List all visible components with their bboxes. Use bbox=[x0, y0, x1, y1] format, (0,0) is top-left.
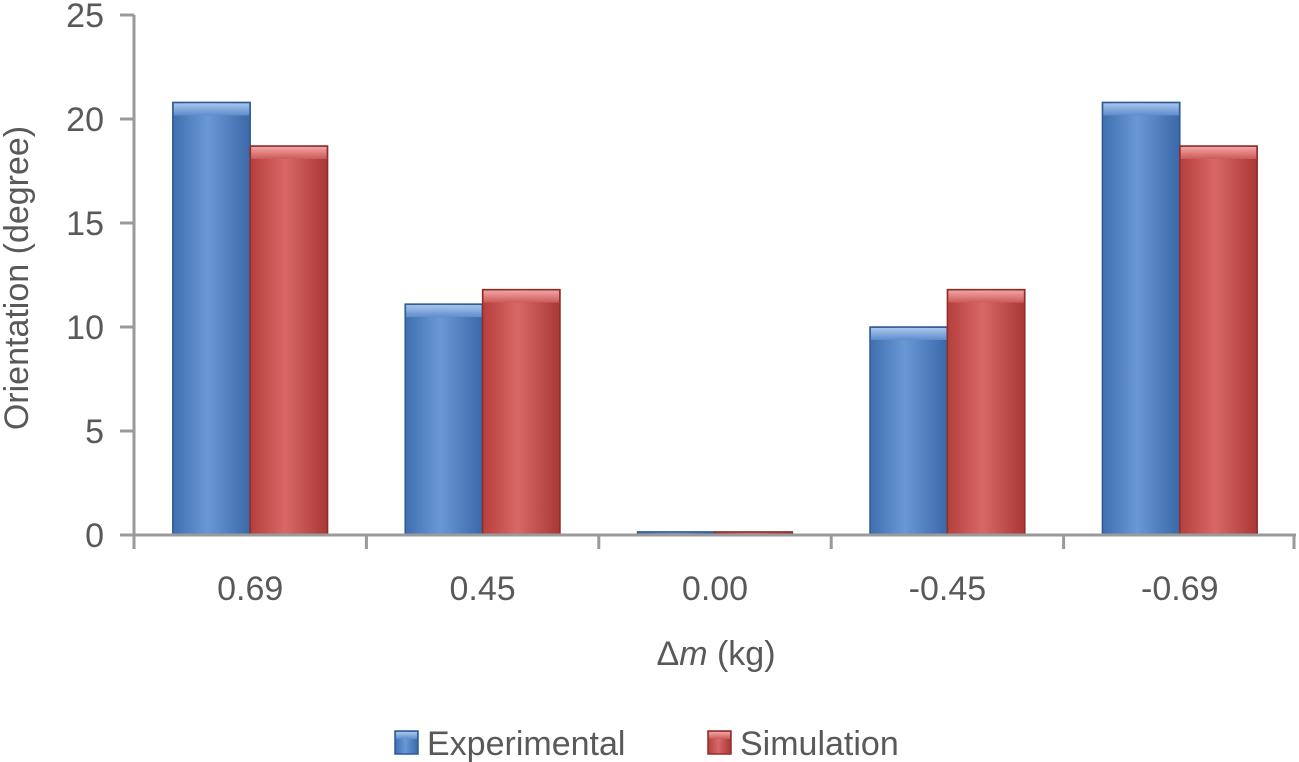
bar-experimental-4 bbox=[1101, 101, 1181, 536]
legend-label: Simulation bbox=[740, 725, 899, 762]
x-tick-label: 0.69 bbox=[217, 570, 283, 608]
y-tick-label: 25 bbox=[66, 0, 104, 35]
bar-experimental-3 bbox=[869, 326, 949, 536]
x-tick-label: -0.69 bbox=[1141, 570, 1219, 608]
bar-simulation-4 bbox=[1179, 145, 1258, 536]
axes-group bbox=[120, 15, 1296, 537]
x-tick-label: 0.45 bbox=[450, 570, 516, 608]
y-axis-title: Orientation (degree) bbox=[0, 126, 36, 430]
x-tick-label: 0.00 bbox=[682, 570, 748, 608]
y-tick-label: 5 bbox=[85, 413, 104, 451]
y-tick-label: 15 bbox=[66, 205, 104, 243]
legend-label: Experimental bbox=[427, 725, 625, 762]
y-tick-label: 0 bbox=[85, 517, 104, 555]
legend-item-experimental: Experimental bbox=[394, 725, 625, 762]
legend: Experimental Simulation bbox=[394, 725, 899, 762]
x-axis-title-prefix: Δ bbox=[656, 635, 679, 673]
bar-simulation-1 bbox=[481, 288, 561, 536]
bar-simulation-0 bbox=[249, 145, 329, 536]
y-tick-label: 10 bbox=[66, 309, 104, 347]
x-axis-title: Δm (kg) bbox=[656, 635, 775, 673]
legend-item-simulation: Simulation bbox=[707, 725, 899, 762]
bar-experimental-0 bbox=[172, 101, 251, 536]
y-tick-label: 20 bbox=[66, 101, 104, 139]
x-axis-title-unit: (kg) bbox=[708, 635, 776, 673]
tick-labels-group: 0 5 10 15 20 25 0.69 0.45 0.00 -0.45 -0.69 bbox=[66, 0, 1296, 608]
x-axis-title-variable: m bbox=[679, 635, 707, 673]
x-tick-label: -0.45 bbox=[909, 570, 987, 608]
bars-group bbox=[172, 101, 1258, 536]
bar-experimental-1 bbox=[404, 303, 484, 536]
bar-simulation-3 bbox=[946, 288, 1026, 536]
